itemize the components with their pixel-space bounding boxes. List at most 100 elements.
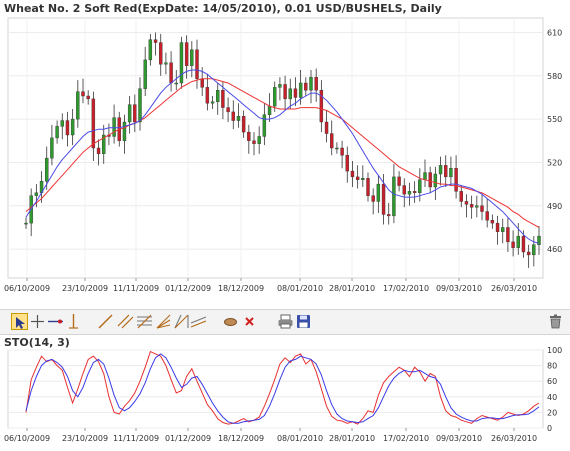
delete-icon — [245, 317, 254, 326]
candle-body — [273, 87, 277, 107]
candle-body — [345, 155, 349, 172]
trend-line-tool-button[interactable] — [97, 313, 114, 330]
print-icon — [278, 314, 293, 329]
candle-body — [195, 49, 199, 79]
candle-body — [392, 176, 396, 217]
candle-body — [174, 82, 178, 85]
print-button[interactable] — [277, 313, 294, 330]
candle-body — [428, 172, 432, 188]
candle-body — [526, 251, 531, 256]
candle-body — [127, 104, 132, 123]
cursor-icon — [16, 317, 25, 329]
sto-x-tick-label: 06/10/2009 — [4, 434, 50, 443]
candle-body — [50, 137, 54, 159]
eraser-tool-button[interactable] — [222, 313, 239, 330]
candle-body — [159, 42, 163, 65]
clear-all-button[interactable] — [547, 313, 564, 330]
regression-tool-button[interactable] — [190, 313, 207, 330]
fibonacci-icon — [137, 314, 152, 329]
candle-body — [423, 172, 427, 180]
candle-body — [169, 62, 173, 84]
vertical-line-tool-button[interactable] — [65, 313, 82, 330]
x-tick-label: 18/12/2009 — [218, 284, 264, 293]
candle-body — [231, 111, 235, 121]
sto-y-tick-label: 60 — [547, 377, 557, 386]
candle-body — [210, 101, 215, 104]
x-tick-label: 17/02/2010 — [383, 284, 429, 293]
fan-tool-button[interactable] — [155, 313, 172, 330]
horizontal-line-tool-button[interactable] — [47, 313, 64, 330]
save-button[interactable] — [295, 313, 312, 330]
candle-body — [133, 104, 137, 123]
candle-body — [138, 88, 142, 123]
candle-body — [148, 39, 153, 61]
gann-tool-button[interactable] — [173, 313, 190, 330]
candle-body — [55, 126, 59, 139]
candle-body — [516, 235, 520, 248]
sto-y-tick-label: 20 — [547, 408, 557, 417]
sto-x-tick-label: 01/12/2009 — [165, 434, 211, 443]
x-tick-label: 06/10/2009 — [4, 284, 50, 293]
candle-body — [475, 205, 479, 208]
crosshair-icon — [31, 315, 44, 328]
y-tick-label: 550 — [547, 115, 562, 124]
regression-icon — [190, 316, 207, 328]
candle-body — [112, 117, 116, 137]
sto-x-tick-label: 28/01/2010 — [329, 434, 375, 443]
candle-body — [293, 88, 298, 98]
candle-body — [216, 90, 220, 102]
sto-y-tick-label: 0 — [547, 424, 552, 433]
delete-drawing-button[interactable] — [241, 313, 258, 330]
candle-body — [288, 88, 292, 100]
parallel-lines-icon — [117, 314, 134, 329]
candle-body — [184, 42, 189, 66]
candle-body — [495, 222, 500, 232]
sto-x-tick-label: 26/03/2010 — [491, 434, 537, 443]
candle-body — [86, 95, 90, 100]
parallel-lines-tool-button[interactable] — [117, 313, 134, 330]
candle-body — [381, 183, 386, 215]
candle-body — [122, 121, 127, 141]
y-tick-label: 520 — [547, 158, 562, 167]
candle-body — [444, 165, 448, 178]
vertical-line-icon — [69, 314, 78, 329]
candle-body — [355, 176, 360, 180]
candle-body — [490, 220, 495, 224]
sto-x-tick-label: 17/02/2010 — [383, 434, 429, 443]
candle-body — [402, 185, 406, 195]
x-tick-label: 09/03/2010 — [436, 284, 482, 293]
cursor-tool-button[interactable] — [11, 313, 28, 330]
candle-body — [81, 91, 85, 97]
candle-body — [45, 157, 49, 182]
candle-body — [412, 191, 417, 193]
candle-body — [298, 82, 303, 98]
horizontal-line-icon — [48, 319, 63, 324]
crosshair-tool-button[interactable] — [29, 313, 46, 330]
sto-k-line — [25, 350, 540, 425]
y-tick-label: 610 — [547, 28, 562, 37]
candle-body — [179, 42, 184, 84]
candle-body — [283, 84, 287, 100]
candle-body — [324, 121, 329, 134]
fibonacci-tool-button[interactable] — [136, 313, 153, 330]
candle-body — [459, 191, 463, 202]
candle-body — [464, 201, 469, 205]
candle-body — [60, 120, 64, 127]
candle-body — [65, 120, 70, 136]
eraser-icon — [224, 318, 237, 326]
candle-body — [143, 59, 147, 89]
candle-body — [262, 114, 267, 137]
candle-body — [221, 90, 225, 108]
candle-body — [511, 241, 515, 248]
candle-body — [34, 192, 39, 196]
candle-body — [241, 116, 246, 133]
x-tick-label: 11/11/2009 — [113, 284, 159, 293]
candle-body — [449, 168, 453, 178]
candle-body — [76, 91, 80, 120]
candle-body — [257, 136, 261, 144]
sto-d-line — [25, 353, 540, 424]
y-tick-label: 490 — [547, 202, 562, 211]
candle-body — [70, 118, 75, 136]
fan-icon — [156, 314, 171, 329]
gann-icon — [174, 314, 189, 329]
